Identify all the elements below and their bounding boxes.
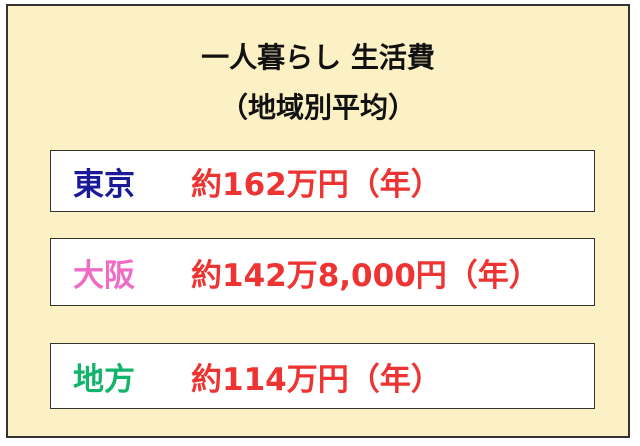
- cost-value: 約142万8,000円（年）: [191, 257, 540, 294]
- infographic-card: 一人暮らし 生活費 （地域別平均） 東京 約162万円（年） 大阪 約142万8…: [6, 4, 630, 438]
- row-tokyo: 東京 約162万円（年）: [50, 150, 595, 212]
- subtitle: （地域別平均）: [219, 91, 416, 124]
- region-label: 大阪: [73, 257, 135, 294]
- region-label: 地方: [73, 361, 135, 398]
- cost-value: 約114万円（年）: [191, 361, 442, 398]
- region-label: 東京: [73, 166, 135, 203]
- cost-value: 約162万円（年）: [191, 166, 442, 203]
- title: 一人暮らし 生活費: [201, 41, 435, 74]
- row-osaka: 大阪 約142万8,000円（年）: [50, 238, 595, 306]
- row-local: 地方 約114万円（年）: [50, 343, 595, 409]
